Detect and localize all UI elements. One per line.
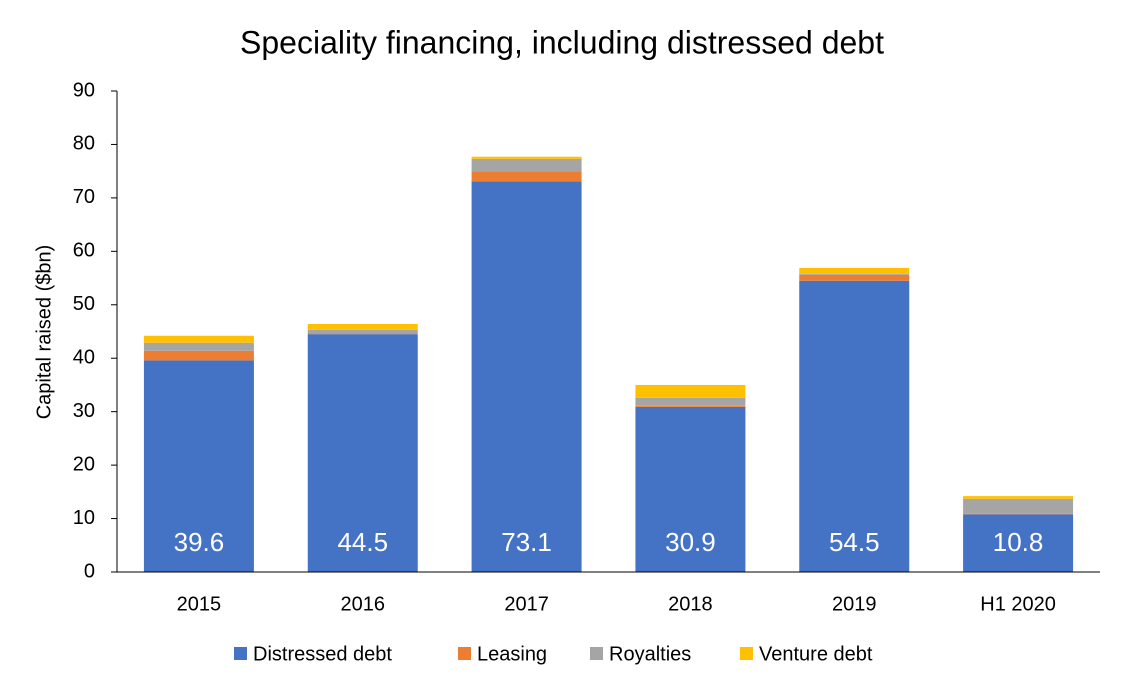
legend-label: Venture debt	[759, 643, 873, 665]
bar-segment	[635, 384, 746, 398]
legend-swatch	[590, 647, 603, 660]
data-label: 39.6	[174, 527, 225, 557]
legend-label: Distressed debt	[253, 643, 392, 665]
y-tick-label: 50	[73, 293, 95, 315]
y-tick-label: 80	[73, 133, 95, 155]
bar-segment	[143, 350, 254, 361]
bar-segment	[799, 267, 910, 274]
bar-segment	[799, 280, 910, 572]
bar-segment	[307, 329, 418, 334]
bar-segment	[143, 342, 254, 351]
y-tick-label: 90	[73, 79, 95, 101]
y-axis-label: Capital raised ($bn)	[33, 245, 55, 420]
chart-title: Speciality financing, including distress…	[240, 24, 884, 60]
data-label: 44.5	[337, 527, 388, 557]
y-tick-label: 20	[73, 453, 95, 475]
legend-swatch	[234, 647, 247, 660]
bar-segment	[307, 324, 418, 330]
data-label: 30.9	[665, 527, 716, 557]
bar-segment	[635, 406, 746, 572]
legend-swatch	[740, 647, 753, 660]
bar-segment	[471, 158, 582, 172]
x-tick-label: 2015	[177, 593, 222, 615]
bar-segment	[471, 156, 582, 159]
data-label: 73.1	[501, 527, 552, 557]
y-tick-label: 0	[84, 560, 95, 582]
data-label: 54.5	[829, 527, 880, 557]
bar-segment	[963, 496, 1074, 499]
y-tick-label: 60	[73, 240, 95, 262]
bar-segment	[471, 181, 582, 572]
bar-segment	[635, 405, 746, 407]
y-tick-label: 70	[73, 186, 95, 208]
x-tick-label: 2016	[341, 593, 386, 615]
bar-segment	[963, 498, 1074, 514]
bar-segment	[799, 273, 910, 275]
bar-segment	[799, 274, 910, 281]
bar-segment	[963, 514, 1074, 572]
y-tick-label: 40	[73, 347, 95, 369]
bar-segment	[143, 335, 254, 343]
legend-label: Leasing	[477, 643, 547, 665]
bar-segment	[963, 513, 1074, 515]
bar-segment	[307, 334, 418, 572]
bar-segment	[635, 397, 746, 406]
bar-segment	[143, 360, 254, 572]
x-tick-label: 2019	[832, 593, 877, 615]
bar-segment	[307, 333, 418, 335]
y-tick-label: 30	[73, 400, 95, 422]
x-tick-label: 2017	[504, 593, 549, 615]
x-tick-label: H1 2020	[980, 593, 1056, 615]
x-tick-label: 2018	[668, 593, 713, 615]
y-tick-label: 10	[73, 507, 95, 529]
legend-swatch	[458, 647, 471, 660]
bar-segment	[471, 171, 582, 182]
data-label: 10.8	[993, 527, 1044, 557]
legend-label: Royalties	[609, 643, 691, 665]
